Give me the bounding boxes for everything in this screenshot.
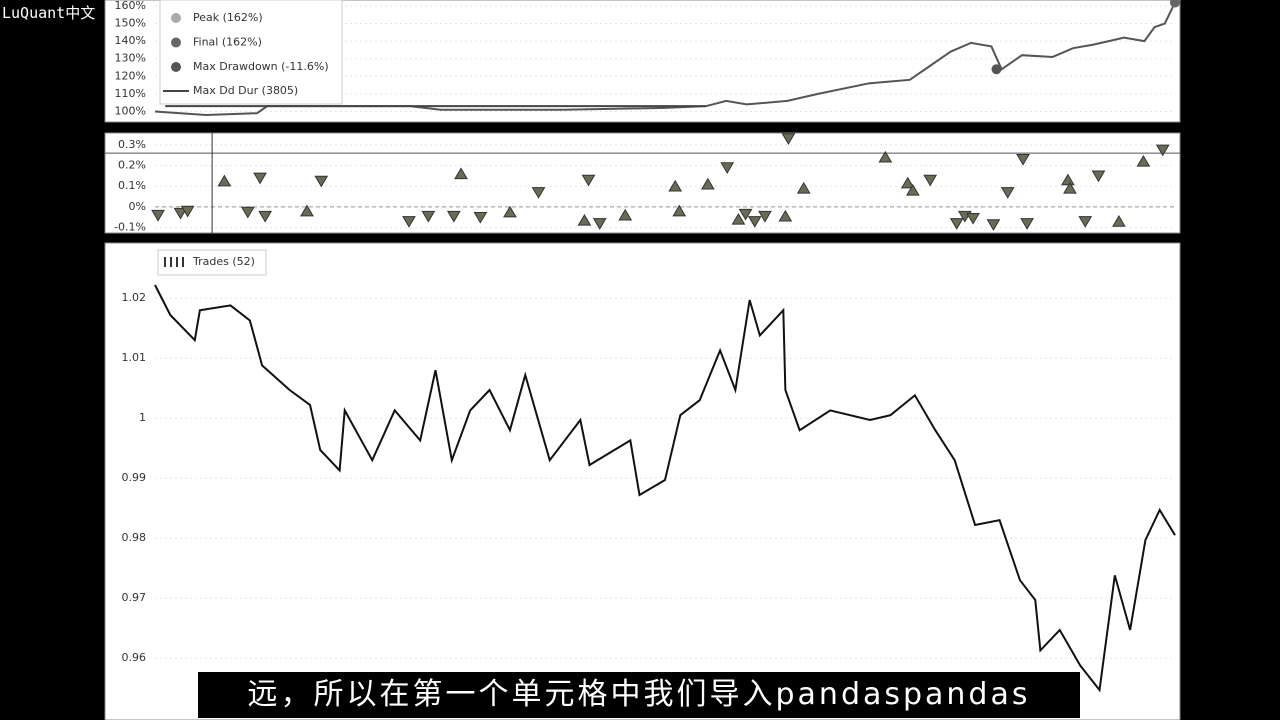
panel (104, 242, 1181, 720)
legend-label: Max Drawdown (-11.6%) (193, 60, 329, 73)
y-tick-label: 100% (115, 104, 146, 117)
trade-marker (900, 176, 915, 189)
trade-marker (473, 211, 488, 224)
trade-marker (720, 162, 735, 174)
trade-marker (454, 167, 468, 180)
trade-marker (672, 204, 687, 217)
trade-marker (151, 209, 165, 222)
trade-marker (700, 177, 715, 190)
y-tick-label: -0.1% (114, 221, 146, 234)
marker (991, 64, 1002, 75)
y-tick-label: 110% (115, 87, 146, 100)
trade-marker (905, 183, 920, 196)
trade-marker (402, 216, 416, 228)
trade-marker (592, 218, 607, 230)
trade-marker (531, 187, 546, 199)
trade-marker (446, 210, 461, 223)
legend-label: Peak (162%) (193, 11, 263, 24)
trade-marker (781, 133, 796, 145)
trade-marker (1078, 216, 1093, 228)
trade-marker (986, 219, 1001, 231)
y-tick-label: 1.02 (122, 291, 147, 304)
y-tick-label: 0.98 (122, 531, 147, 544)
trade-marker (1155, 144, 1170, 157)
trade-marker (1112, 215, 1126, 227)
trade-marker (738, 208, 753, 221)
trade-marker (731, 212, 746, 225)
y-tick-label: 0.1% (118, 179, 146, 192)
trade-marker (966, 213, 980, 225)
y-tick-label: 0% (129, 200, 146, 213)
trade-marker (758, 210, 772, 223)
legend-icon (171, 13, 181, 23)
trade-marker (240, 206, 255, 219)
trade-marker (1091, 170, 1106, 183)
trade-marker (949, 218, 964, 230)
trade-marker (1016, 153, 1030, 166)
subtitle: 远，所以在第一个单元格中我们导入pandaspandas (198, 672, 1080, 718)
trade-marker (668, 179, 683, 192)
y-tick-label: 150% (115, 17, 146, 30)
y-tick-label: 0.97 (122, 591, 147, 604)
y-tick-label: 0.3% (118, 138, 146, 151)
y-tick-label: 1 (139, 411, 146, 424)
legend-icon (171, 62, 181, 72)
marker (1170, 0, 1180, 8)
y-tick-label: 160% (115, 0, 146, 12)
trade-marker (217, 174, 232, 187)
trade-marker (314, 175, 329, 188)
y-tick-label: 120% (115, 69, 146, 82)
watermark: LuQuant中文 (2, 4, 96, 22)
trade-marker (300, 204, 314, 217)
trade-marker (796, 181, 811, 194)
legend-icon (171, 37, 181, 48)
y-tick-label: 0.99 (122, 471, 147, 484)
trade-marker (253, 172, 267, 185)
trade-marker (1063, 181, 1077, 194)
trade-marker (180, 205, 195, 218)
trade-marker (1136, 154, 1151, 167)
y-tick-label: 0.2% (118, 159, 146, 172)
trade-marker (173, 207, 188, 220)
y-tick-label: 1.01 (122, 351, 147, 364)
trade-marker (618, 208, 633, 221)
trade-marker (878, 150, 893, 163)
trade-marker (923, 174, 938, 187)
trade-marker (778, 209, 793, 222)
trade-marker (421, 210, 436, 223)
series-line (154, 284, 1176, 693)
series-line (154, 2, 1176, 116)
legend-box (159, 0, 343, 105)
trade-marker (1020, 218, 1034, 230)
panel (104, 132, 1181, 234)
trade-marker (503, 205, 517, 218)
legend-label: Max Dd Dur (3805) (193, 84, 298, 97)
trade-marker (258, 210, 273, 223)
legend-label: Trades (52) (192, 255, 255, 268)
trade-marker (577, 213, 592, 226)
y-tick-label: 0.96 (122, 651, 147, 664)
trade-marker (1000, 187, 1015, 199)
trade-marker (747, 216, 762, 228)
trade-marker (1061, 173, 1075, 186)
y-tick-label: 140% (115, 34, 146, 47)
trade-marker (581, 174, 596, 187)
y-tick-label: 130% (115, 52, 146, 65)
legend-label: Final (162%) (193, 36, 262, 49)
